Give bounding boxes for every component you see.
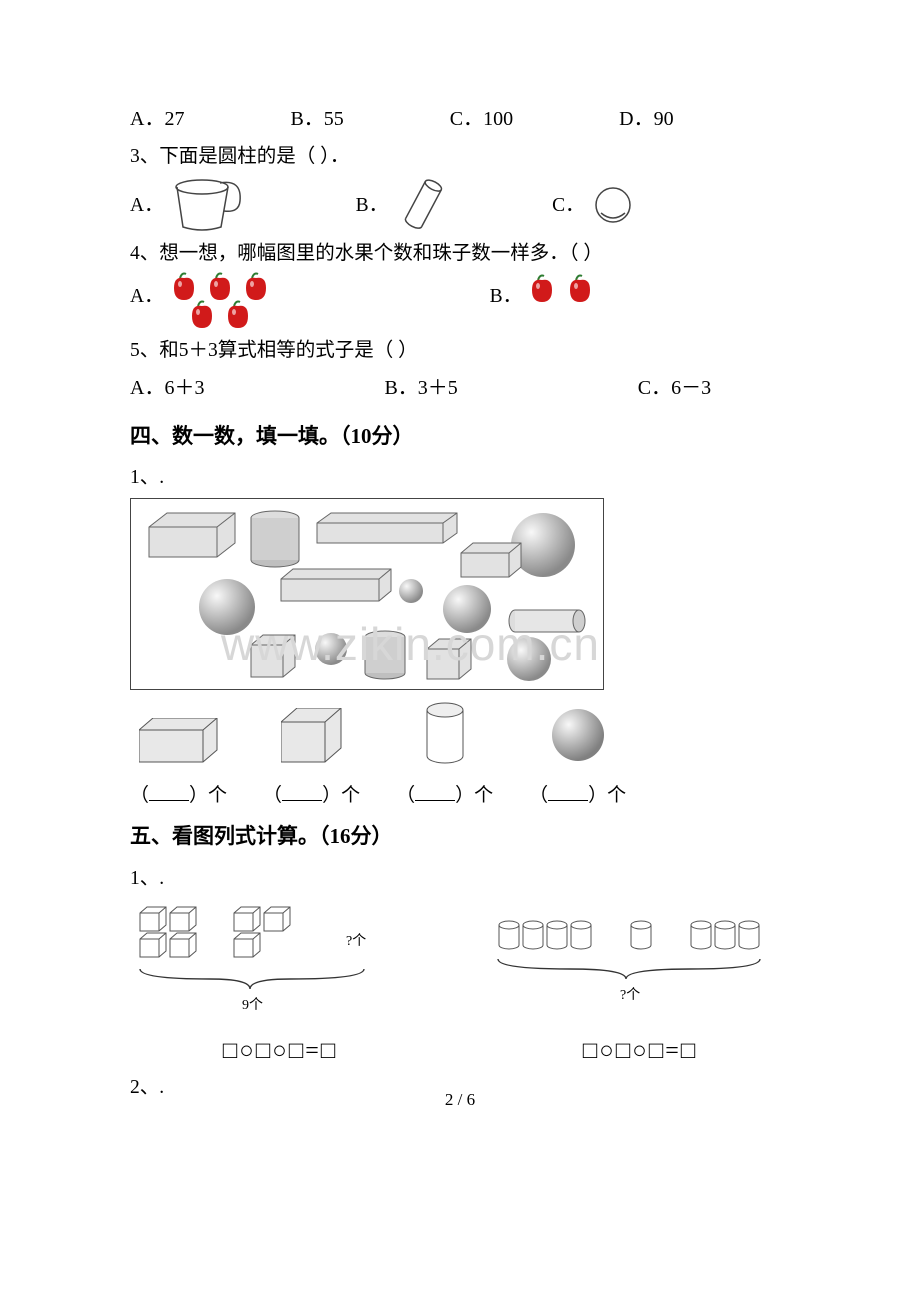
q2-optB: B．55 <box>290 108 343 130</box>
cube-count-item: （）个 <box>263 708 360 807</box>
cylinders-calc-block: ?个 □○□○□=□ <box>490 903 790 1065</box>
five-apples-icon <box>170 272 290 332</box>
sphere-icon <box>549 706 607 764</box>
shapes-box: www.zikin.com.cn <box>130 498 604 690</box>
q5-optB: B．3＋5 <box>384 377 457 399</box>
q3-optC-label: C． <box>552 187 585 224</box>
q4-optB-label: B． <box>490 272 523 315</box>
blank <box>282 781 322 801</box>
cube-icon <box>281 708 343 764</box>
q2-optC: C．100 <box>450 108 513 130</box>
equation-template: □○□○□=□ <box>130 1038 430 1065</box>
two-apples-icon <box>528 272 606 308</box>
cubes-calc-block: ?个 9个 □○□○□=□ <box>130 903 430 1065</box>
q3-optA-label: A． <box>130 187 164 224</box>
q3-text: 3、下面是圆柱的是（ ）． <box>130 138 790 175</box>
svg-text:?个: ?个 <box>346 933 366 949</box>
sphere-count-item: （）个 <box>529 706 626 807</box>
q4-text: 4、想一想，哪幅图里的水果个数和珠子数一样多．（ ） <box>130 235 790 272</box>
count-suffix: 个 <box>474 785 493 806</box>
count-row: （）个 （）个 （）个 <box>130 702 790 807</box>
q2-optA: A．27 <box>130 108 184 130</box>
cylinder-tilted-icon <box>394 175 452 235</box>
svg-text:9个: 9个 <box>242 997 263 1013</box>
section5-title: 五、看图列式计算。（16分） <box>130 813 790 859</box>
q5-text: 5、和5＋3算式相等的式子是（ ） <box>130 332 790 369</box>
q4-options: A． B． <box>130 272 790 332</box>
cylinder-count-item: （）个 <box>396 702 493 807</box>
q5-options: A．6＋3 B．3＋5 C．6－3 <box>130 369 790 407</box>
cuboid-icon <box>139 718 219 764</box>
q5-optC: C．6－3 <box>638 377 711 399</box>
blank <box>149 781 189 801</box>
q2-optD: D．90 <box>619 108 673 130</box>
section5-sub1: 1、. <box>130 860 790 897</box>
blank <box>415 781 455 801</box>
section4-sub1: 1、. <box>130 459 790 496</box>
q3-optB-label: B． <box>356 187 389 224</box>
q2-options: A．27 B．55 C．100 D．90 <box>130 100 790 138</box>
ball-icon <box>591 183 635 227</box>
section4-title: 四、数一数，填一填。（10分） <box>130 413 790 459</box>
count-suffix: 个 <box>208 785 227 806</box>
calc-row: ?个 9个 □○□○□=□ <box>130 903 790 1065</box>
bucket-icon <box>170 177 246 233</box>
equation-template: □○□○□=□ <box>490 1038 790 1065</box>
count-suffix: 个 <box>341 785 360 806</box>
q3-options: A． B． C． <box>130 175 790 235</box>
count-suffix: 个 <box>607 785 626 806</box>
blank <box>548 781 588 801</box>
q4-optA-label: A． <box>130 272 164 315</box>
svg-text:?个: ?个 <box>620 987 640 1003</box>
cylinder-icon <box>423 702 467 764</box>
page-footer: 2 / 6 <box>0 1090 920 1110</box>
q5-optA: A．6＋3 <box>130 377 204 399</box>
cuboid-count-item: （）个 <box>130 718 227 807</box>
